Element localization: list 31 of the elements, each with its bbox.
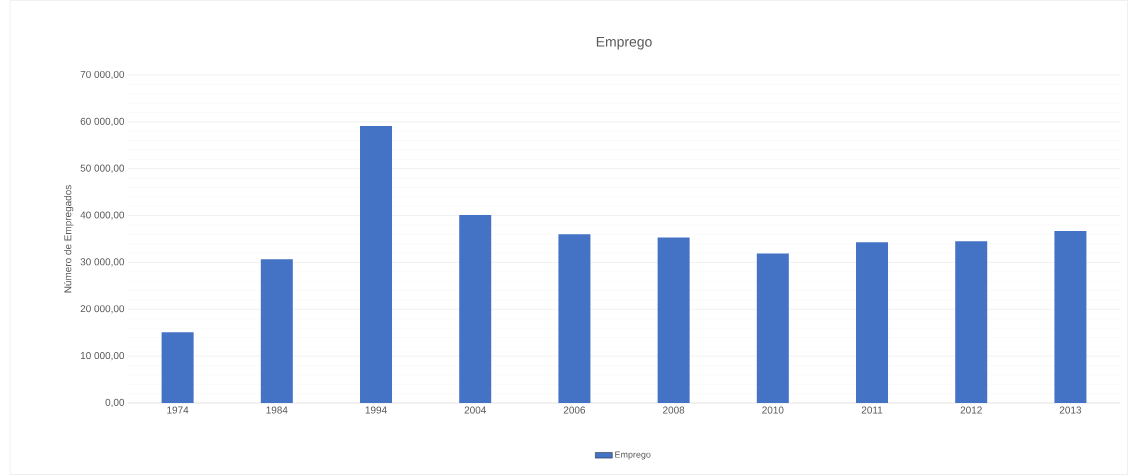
- x-tick-label: 2011: [861, 406, 883, 414]
- bar: [856, 242, 889, 403]
- bar: [360, 126, 393, 403]
- x-tick-label: 1974: [167, 406, 189, 414]
- bar: [161, 332, 194, 403]
- bar: [260, 259, 293, 403]
- chart-title: Emprego: [596, 37, 652, 50]
- x-tick-label: 1994: [365, 406, 387, 414]
- x-tick-label: 2013: [1059, 406, 1082, 414]
- x-tick-label: 2006: [563, 406, 586, 414]
- x-tick-label: 2010: [762, 406, 784, 414]
- bar: [558, 234, 591, 403]
- bar: [459, 215, 492, 403]
- y-axis-title: Número de Empregados: [63, 185, 74, 293]
- y-tick-label: 30 000,00: [80, 258, 125, 267]
- x-tick-label: 2012: [960, 406, 982, 414]
- y-tick-label: 70 000,00: [80, 70, 125, 80]
- y-tick-label: 40 000,00: [80, 211, 125, 220]
- y-tick-label: 50 000,00: [80, 164, 125, 173]
- x-tick-label: 1984: [266, 406, 288, 414]
- x-tick-label: 2008: [663, 406, 685, 414]
- legend-label: Emprego: [615, 451, 651, 460]
- bar: [756, 253, 789, 403]
- y-tick-label: 10 000,00: [80, 352, 125, 361]
- bar: [657, 237, 690, 403]
- bar: [955, 241, 988, 403]
- y-tick-label: 20 000,00: [80, 305, 125, 314]
- y-tick-label: 60 000,00: [80, 117, 125, 126]
- y-tick-label: 0,00: [105, 398, 125, 408]
- bar: [1054, 231, 1087, 403]
- x-tick-label: 2004: [464, 406, 486, 414]
